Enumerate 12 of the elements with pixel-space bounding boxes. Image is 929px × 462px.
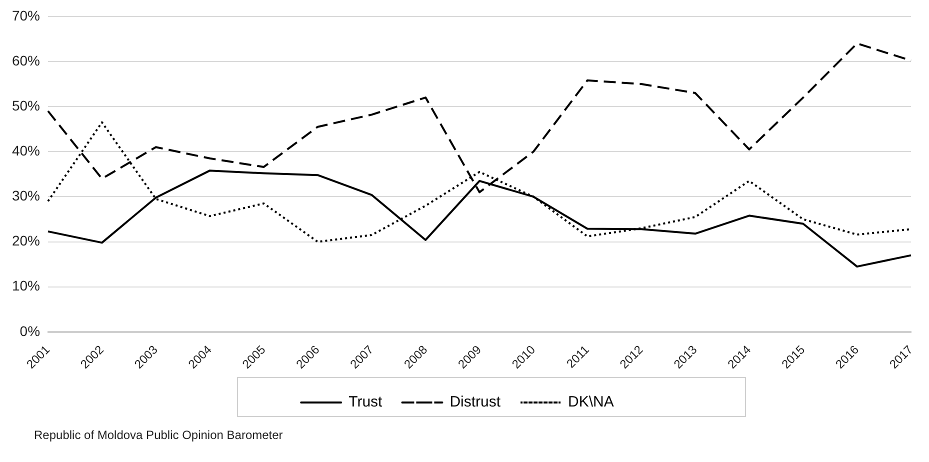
y-tick-label: 40% bbox=[12, 142, 40, 158]
y-tick-label: 70% bbox=[12, 7, 40, 24]
legend-label: DK\NA bbox=[568, 394, 614, 411]
y-tick-label: 50% bbox=[12, 97, 40, 114]
legend-label: Distrust bbox=[450, 394, 502, 411]
y-tick-label: 10% bbox=[12, 278, 40, 294]
y-tick-label: 0% bbox=[20, 322, 40, 339]
y-tick-label: 60% bbox=[12, 52, 40, 68]
legend-label: Trust bbox=[348, 394, 384, 411]
text: Republic of Moldova Public Opinion Barometer bbox=[34, 428, 283, 442]
y-tick-label: 20% bbox=[12, 232, 40, 249]
y-tick-label: 30% bbox=[12, 188, 40, 204]
